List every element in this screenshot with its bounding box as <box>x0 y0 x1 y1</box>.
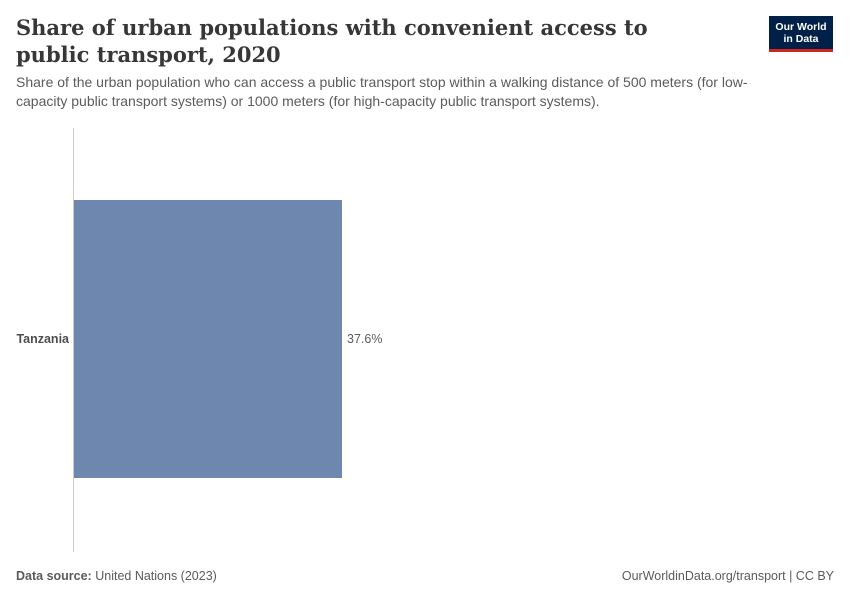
owid-logo[interactable]: Our World in Data <box>769 16 833 52</box>
bars-group: Tanzania 37.6% <box>16 200 382 478</box>
bar-chart: Tanzania 37.6% <box>16 128 382 552</box>
chart-subtitle: Share of the urban population who can ac… <box>16 74 748 109</box>
logo-line-2: in Data <box>783 32 819 45</box>
logo-line-1: Our World <box>775 20 827 33</box>
data-source: Data source: United Nations (2023) <box>16 569 217 583</box>
chart-title: Share of urban populations with convenie… <box>16 15 648 67</box>
data-source-value[interactable]: United Nations (2023) <box>95 569 217 583</box>
data-source-label: Data source: <box>16 569 92 583</box>
bar-tanzania[interactable] <box>74 200 342 478</box>
value-label: 37.6% <box>347 332 382 346</box>
category-label: Tanzania <box>16 332 70 346</box>
credit-link[interactable]: OurWorldinData.org/transport | CC BY <box>621 569 834 583</box>
